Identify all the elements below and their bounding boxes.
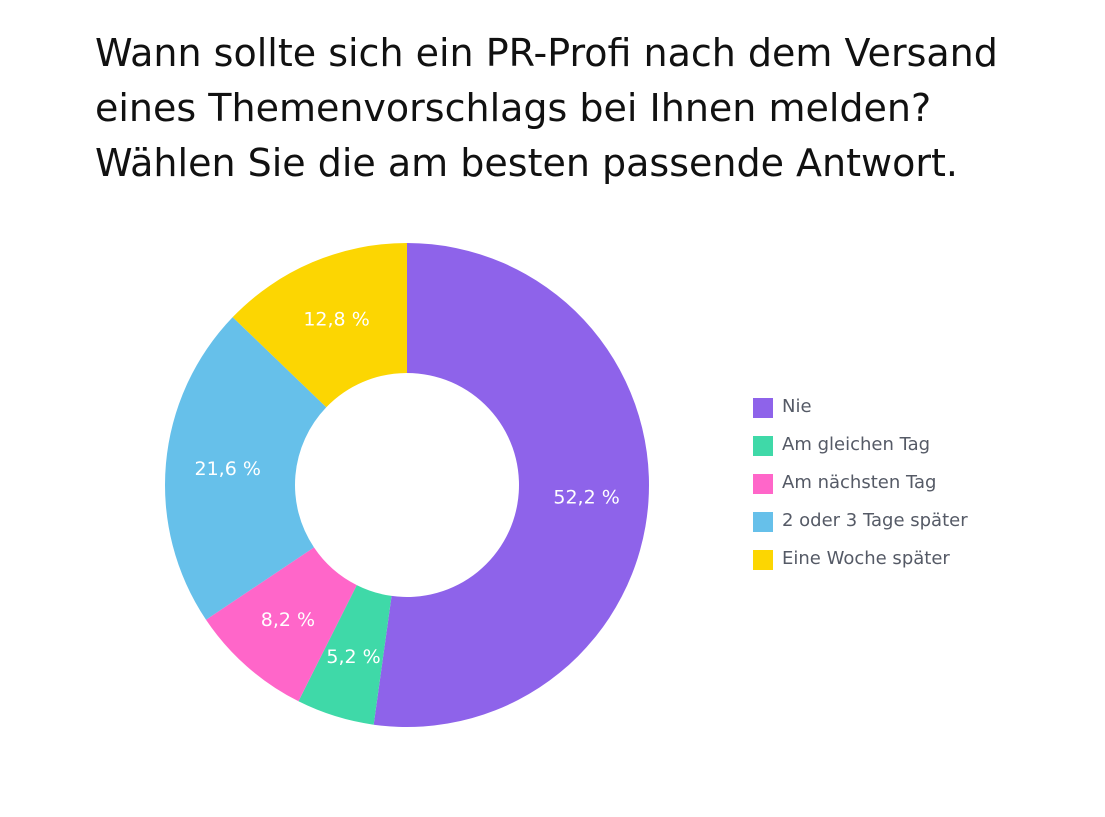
legend-label: Am gleichen Tag (782, 434, 931, 455)
legend-swatch (753, 436, 773, 456)
legend-swatch (753, 512, 773, 532)
donut-slice-5[interactable] (232, 243, 407, 408)
slice-value-label-4: 21,6 % (194, 458, 260, 480)
chart-title: Wann sollte sich ein PR-Profi nach dem V… (95, 26, 1085, 191)
slice-value-label-2: 5,2 % (326, 646, 380, 668)
legend-label: Am nächsten Tag (782, 472, 937, 493)
legend-item-nie[interactable]: Nie (753, 396, 968, 434)
donut-slice-1[interactable] (373, 242, 650, 727)
slice-value-label-3: 8,2 % (261, 609, 315, 631)
legend: Nie Am gleichen Tag Am nächsten Tag 2 od… (753, 396, 968, 586)
legend-label: Nie (782, 396, 812, 417)
chart-title-line-2: eines Themenvorschlags bei Ihnen melden? (95, 86, 932, 130)
chart-title-line-1: Wann sollte sich ein PR-Profi nach dem V… (95, 31, 998, 75)
legend-label: Eine Woche später (782, 548, 950, 569)
legend-label: 2 oder 3 Tage später (782, 510, 968, 531)
legend-item-am-gleichen-tag[interactable]: Am gleichen Tag (753, 434, 968, 472)
legend-swatch (753, 398, 773, 418)
slice-value-label-5: 12,8 % (303, 308, 369, 330)
donut-slice-labels: 52,2 % 5,2 % 8,2 % 21,6 % 12,8 % (194, 308, 619, 668)
chart-title-line-3: Wählen Sie die am besten passende Antwor… (95, 141, 958, 185)
legend-item-2-oder-3-tage-spaeter[interactable]: 2 oder 3 Tage später (753, 510, 968, 548)
legend-item-am-naechsten-tag[interactable]: Am nächsten Tag (753, 472, 968, 510)
donut-slice-3[interactable] (205, 547, 357, 702)
donut-slices (165, 242, 650, 727)
slice-value-label-1: 52,2 % (553, 486, 619, 508)
donut-slice-2[interactable] (298, 585, 392, 725)
legend-item-eine-woche-spaeter[interactable]: Eine Woche später (753, 548, 968, 586)
donut-slice-4[interactable] (165, 317, 327, 620)
legend-swatch (753, 550, 773, 570)
legend-swatch (753, 474, 773, 494)
